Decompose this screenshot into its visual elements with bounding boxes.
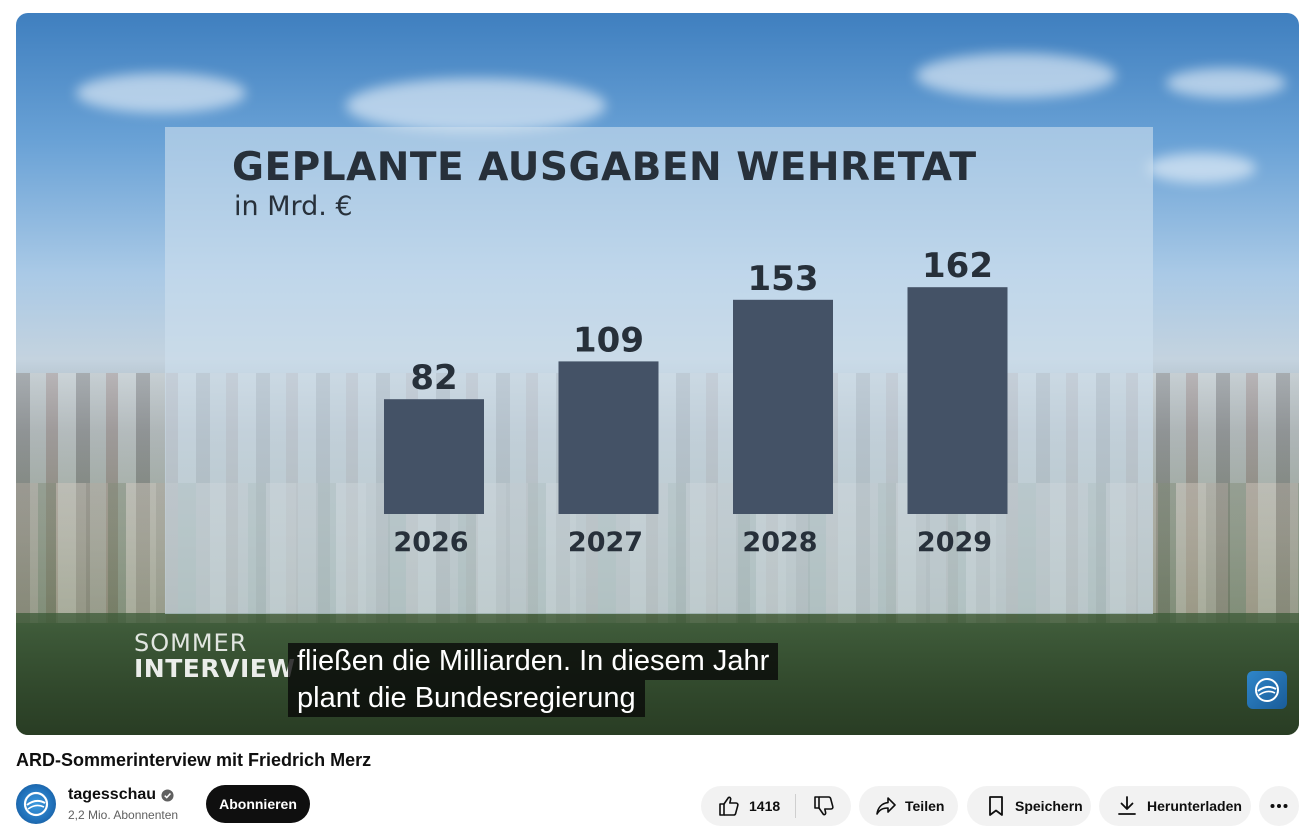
tagesschau-globe-icon	[1255, 678, 1279, 702]
chart-bar-2027	[558, 361, 659, 514]
background-cloud	[1146, 153, 1256, 183]
download-label: Herunterladen	[1147, 798, 1242, 814]
tagesschau-bug-logo	[1247, 671, 1287, 709]
chart-subtitle: in Mrd. €	[234, 191, 353, 222]
verified-check-icon	[161, 788, 174, 802]
background-cloud	[346, 78, 606, 133]
show-logo-line1: SOMMER	[134, 629, 248, 657]
chart-bar-2029	[907, 287, 1008, 514]
show-logo-line2: INTERVIEW	[134, 654, 296, 683]
thumbs-down-icon	[813, 796, 834, 816]
dislike-button[interactable]	[796, 786, 851, 826]
like-button[interactable]: 1418	[701, 786, 795, 826]
download-icon	[1118, 796, 1136, 815]
chart-value-label: 162	[922, 246, 993, 286]
chart-category-label: 2026	[393, 527, 468, 558]
download-button[interactable]: Herunterladen	[1099, 786, 1251, 826]
chart-category-label: 2027	[568, 527, 643, 558]
sommerinterview-logo: SOMMER INTERVIEW	[134, 631, 295, 681]
channel-name[interactable]: tagesschau	[68, 786, 174, 804]
like-dislike-group: 1418	[701, 786, 851, 826]
save-button[interactable]: Speichern	[967, 786, 1091, 826]
like-divider	[795, 794, 796, 818]
more-horizontal-icon	[1270, 804, 1288, 808]
background-cloud	[916, 53, 1116, 98]
channel-name-text[interactable]: tagesschau	[68, 786, 157, 803]
chart-panel: GEPLANTE AUSGABEN WEHRETAT in Mrd. € 82 2…	[165, 127, 1153, 614]
chart-bar-2028	[733, 299, 833, 514]
more-actions-button[interactable]	[1259, 786, 1299, 826]
caption-line: fließen die Milliarden. In diesem Jahr	[288, 643, 779, 680]
chart-value-label: 82	[410, 358, 457, 398]
save-label: Speichern	[1015, 798, 1083, 814]
subscribe-button[interactable]: Abonnieren	[206, 785, 310, 823]
share-button[interactable]: Teilen	[859, 786, 958, 826]
like-count: 1418	[749, 798, 781, 814]
caption-line: plant die Bundesregierung	[288, 680, 645, 717]
tagesschau-globe-icon	[23, 791, 49, 817]
chart-category-label: 2028	[742, 527, 817, 558]
share-label: Teilen	[905, 798, 945, 814]
thumbs-up-icon	[719, 796, 739, 816]
chart-category-label: 2029	[917, 527, 992, 558]
chart-bar-2026	[384, 399, 484, 514]
chart-title: GEPLANTE AUSGABEN WEHRETAT	[232, 145, 977, 190]
chart-value-label: 109	[573, 320, 644, 360]
video-title: ARD-Sommerinterview mit Friedrich Merz	[16, 750, 372, 770]
bookmark-icon	[989, 796, 1003, 816]
subscriber-count: 2,2 Mio. Abonnenten	[68, 808, 179, 822]
background-cloud	[76, 73, 246, 113]
video-player[interactable]: GEPLANTE AUSGABEN WEHRETAT in Mrd. € 82 2…	[16, 13, 1299, 735]
share-arrow-icon	[876, 797, 896, 815]
channel-avatar[interactable]	[16, 784, 56, 824]
bar-chart: 82 2026 109 2027 153 2028 162 2029	[384, 246, 1008, 558]
captions: fließen die Milliarden. In diesem Jahr p…	[288, 643, 779, 717]
background-cloud	[1166, 68, 1286, 98]
chart-value-label: 153	[748, 259, 819, 299]
